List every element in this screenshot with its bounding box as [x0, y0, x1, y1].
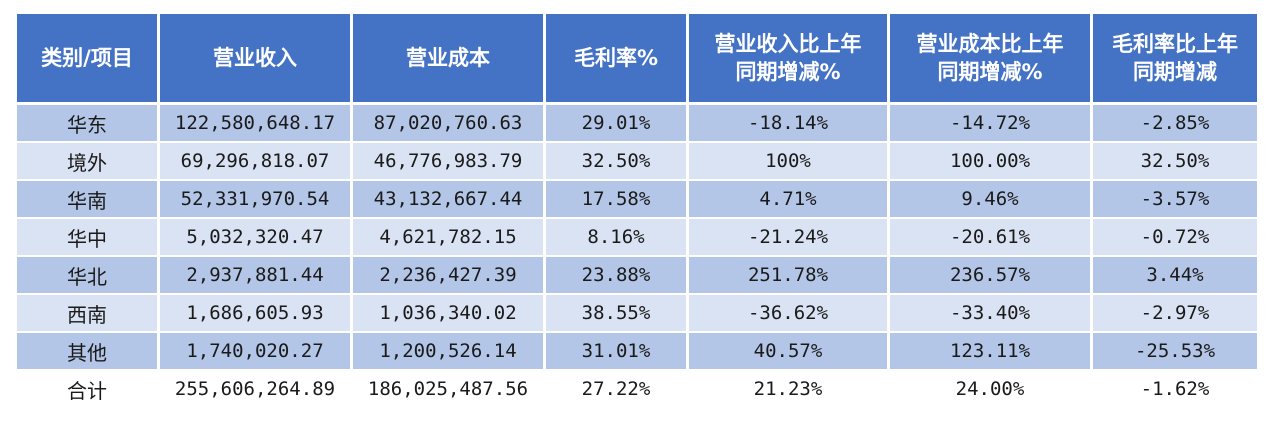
cell-category: 其他 — [17, 333, 157, 371]
cell-revenue: 255,606,264.89 — [160, 371, 350, 409]
header-cost-yoy: 营业成本比上年 同期增减% — [890, 14, 1090, 105]
cell-cost: 186,025,487.56 — [353, 371, 543, 409]
table-row: 华东 122,580,648.17 87,020,760.63 29.01% -18.1… — [17, 105, 1257, 143]
header-margin-yoy: 毛利率比上年 同期增减 — [1093, 14, 1257, 105]
header-line: 同期增减% — [735, 60, 841, 84]
table-row: 西南 1,686,605.93 1,036,340.02 38.55% -36.62% -… — [17, 295, 1257, 333]
header-line: 毛利率比上年 — [1112, 32, 1238, 56]
cell-margin-yoy: 32.50% — [1093, 143, 1257, 181]
cell-revenue: 52,331,970.54 — [160, 181, 350, 219]
cell-revenue: 69,296,818.07 — [160, 143, 350, 181]
cell-cost-yoy: -14.72% — [890, 105, 1090, 143]
header-cost: 营业成本 — [353, 14, 543, 105]
cell-margin-yoy: -2.85% — [1093, 105, 1257, 143]
cell-revenue: 5,032,320.47 — [160, 219, 350, 257]
header-line: 同期增减 — [1133, 60, 1217, 84]
cell-category: 合计 — [17, 371, 157, 409]
cell-revenue: 1,740,020.27 — [160, 333, 350, 371]
cell-gross-margin: 27.22% — [546, 371, 686, 409]
cell-cost: 4,621,782.15 — [353, 219, 543, 257]
cell-gross-margin: 32.50% — [546, 143, 686, 181]
cell-revenue-yoy: -21.24% — [689, 219, 887, 257]
table-row: 合计 255,606,264.89 186,025,487.56 27.22% 21.2… — [17, 371, 1257, 409]
cell-cost: 46,776,983.79 — [353, 143, 543, 181]
cell-revenue-yoy: 21.23% — [689, 371, 887, 409]
cell-cost-yoy: 9.46% — [890, 181, 1090, 219]
cell-revenue: 122,580,648.17 — [160, 105, 350, 143]
cell-category: 华中 — [17, 219, 157, 257]
cell-category: 华东 — [17, 105, 157, 143]
cell-margin-yoy: -25.53% — [1093, 333, 1257, 371]
header-line: 营业收入比上年 — [714, 32, 862, 56]
cell-gross-margin: 23.88% — [546, 257, 686, 295]
regional-revenue-table: 类别/项目 营业收入 营业成本 毛利率% 营业收入比上年 同期增减% 营业成本比上… — [14, 14, 1260, 409]
cell-gross-margin: 31.01% — [546, 333, 686, 371]
table-row: 华北 2,937,881.44 2,236,427.39 23.88% 251.78% 2… — [17, 257, 1257, 295]
cell-cost-yoy: -20.61% — [890, 219, 1090, 257]
cell-cost: 1,200,526.14 — [353, 333, 543, 371]
cell-gross-margin: 17.58% — [546, 181, 686, 219]
table-row: 其他 1,740,020.27 1,200,526.14 31.01% 40.57% 12… — [17, 333, 1257, 371]
cell-cost-yoy: 24.00% — [890, 371, 1090, 409]
cell-revenue-yoy: 100% — [689, 143, 887, 181]
header-row: 类别/项目 营业收入 营业成本 毛利率% 营业收入比上年 同期增减% 营业成本比上… — [17, 14, 1257, 105]
cell-cost: 87,020,760.63 — [353, 105, 543, 143]
header-gross-margin: 毛利率% — [546, 14, 686, 105]
cell-revenue-yoy: 4.71% — [689, 181, 887, 219]
cell-revenue: 2,937,881.44 — [160, 257, 350, 295]
cell-gross-margin: 38.55% — [546, 295, 686, 333]
cell-category: 华南 — [17, 181, 157, 219]
cell-cost-yoy: 123.11% — [890, 333, 1090, 371]
cell-gross-margin: 29.01% — [546, 105, 686, 143]
cell-revenue-yoy: 40.57% — [689, 333, 887, 371]
header-revenue: 营业收入 — [160, 14, 350, 105]
cell-revenue-yoy: -18.14% — [689, 105, 887, 143]
cell-revenue-yoy: -36.62% — [689, 295, 887, 333]
cell-cost: 1,036,340.02 — [353, 295, 543, 333]
table-row: 华南 52,331,970.54 43,132,667.44 17.58% 4.71% 9… — [17, 181, 1257, 219]
cell-category: 西南 — [17, 295, 157, 333]
cell-cost-yoy: -33.40% — [890, 295, 1090, 333]
header-revenue-yoy: 营业收入比上年 同期增减% — [689, 14, 887, 105]
cell-category: 境外 — [17, 143, 157, 181]
table-row: 境外 69,296,818.07 46,776,983.79 32.50% 100% 10… — [17, 143, 1257, 181]
cell-cost: 43,132,667.44 — [353, 181, 543, 219]
cell-margin-yoy: -2.97% — [1093, 295, 1257, 333]
cell-revenue-yoy: 251.78% — [689, 257, 887, 295]
cell-cost-yoy: 236.57% — [890, 257, 1090, 295]
cell-gross-margin: 8.16% — [546, 219, 686, 257]
cell-revenue: 1,686,605.93 — [160, 295, 350, 333]
header-category: 类别/项目 — [17, 14, 157, 105]
cell-margin-yoy: -0.72% — [1093, 219, 1257, 257]
cell-cost: 2,236,427.39 — [353, 257, 543, 295]
header-line: 同期增减% — [937, 60, 1043, 84]
cell-category: 华北 — [17, 257, 157, 295]
header-line: 营业成本比上年 — [916, 32, 1064, 56]
cell-margin-yoy: -1.62% — [1093, 371, 1257, 409]
cell-cost-yoy: 100.00% — [890, 143, 1090, 181]
cell-margin-yoy: 3.44% — [1093, 257, 1257, 295]
cell-margin-yoy: -3.57% — [1093, 181, 1257, 219]
table-row: 华中 5,032,320.47 4,621,782.15 8.16% -21.24% -2… — [17, 219, 1257, 257]
